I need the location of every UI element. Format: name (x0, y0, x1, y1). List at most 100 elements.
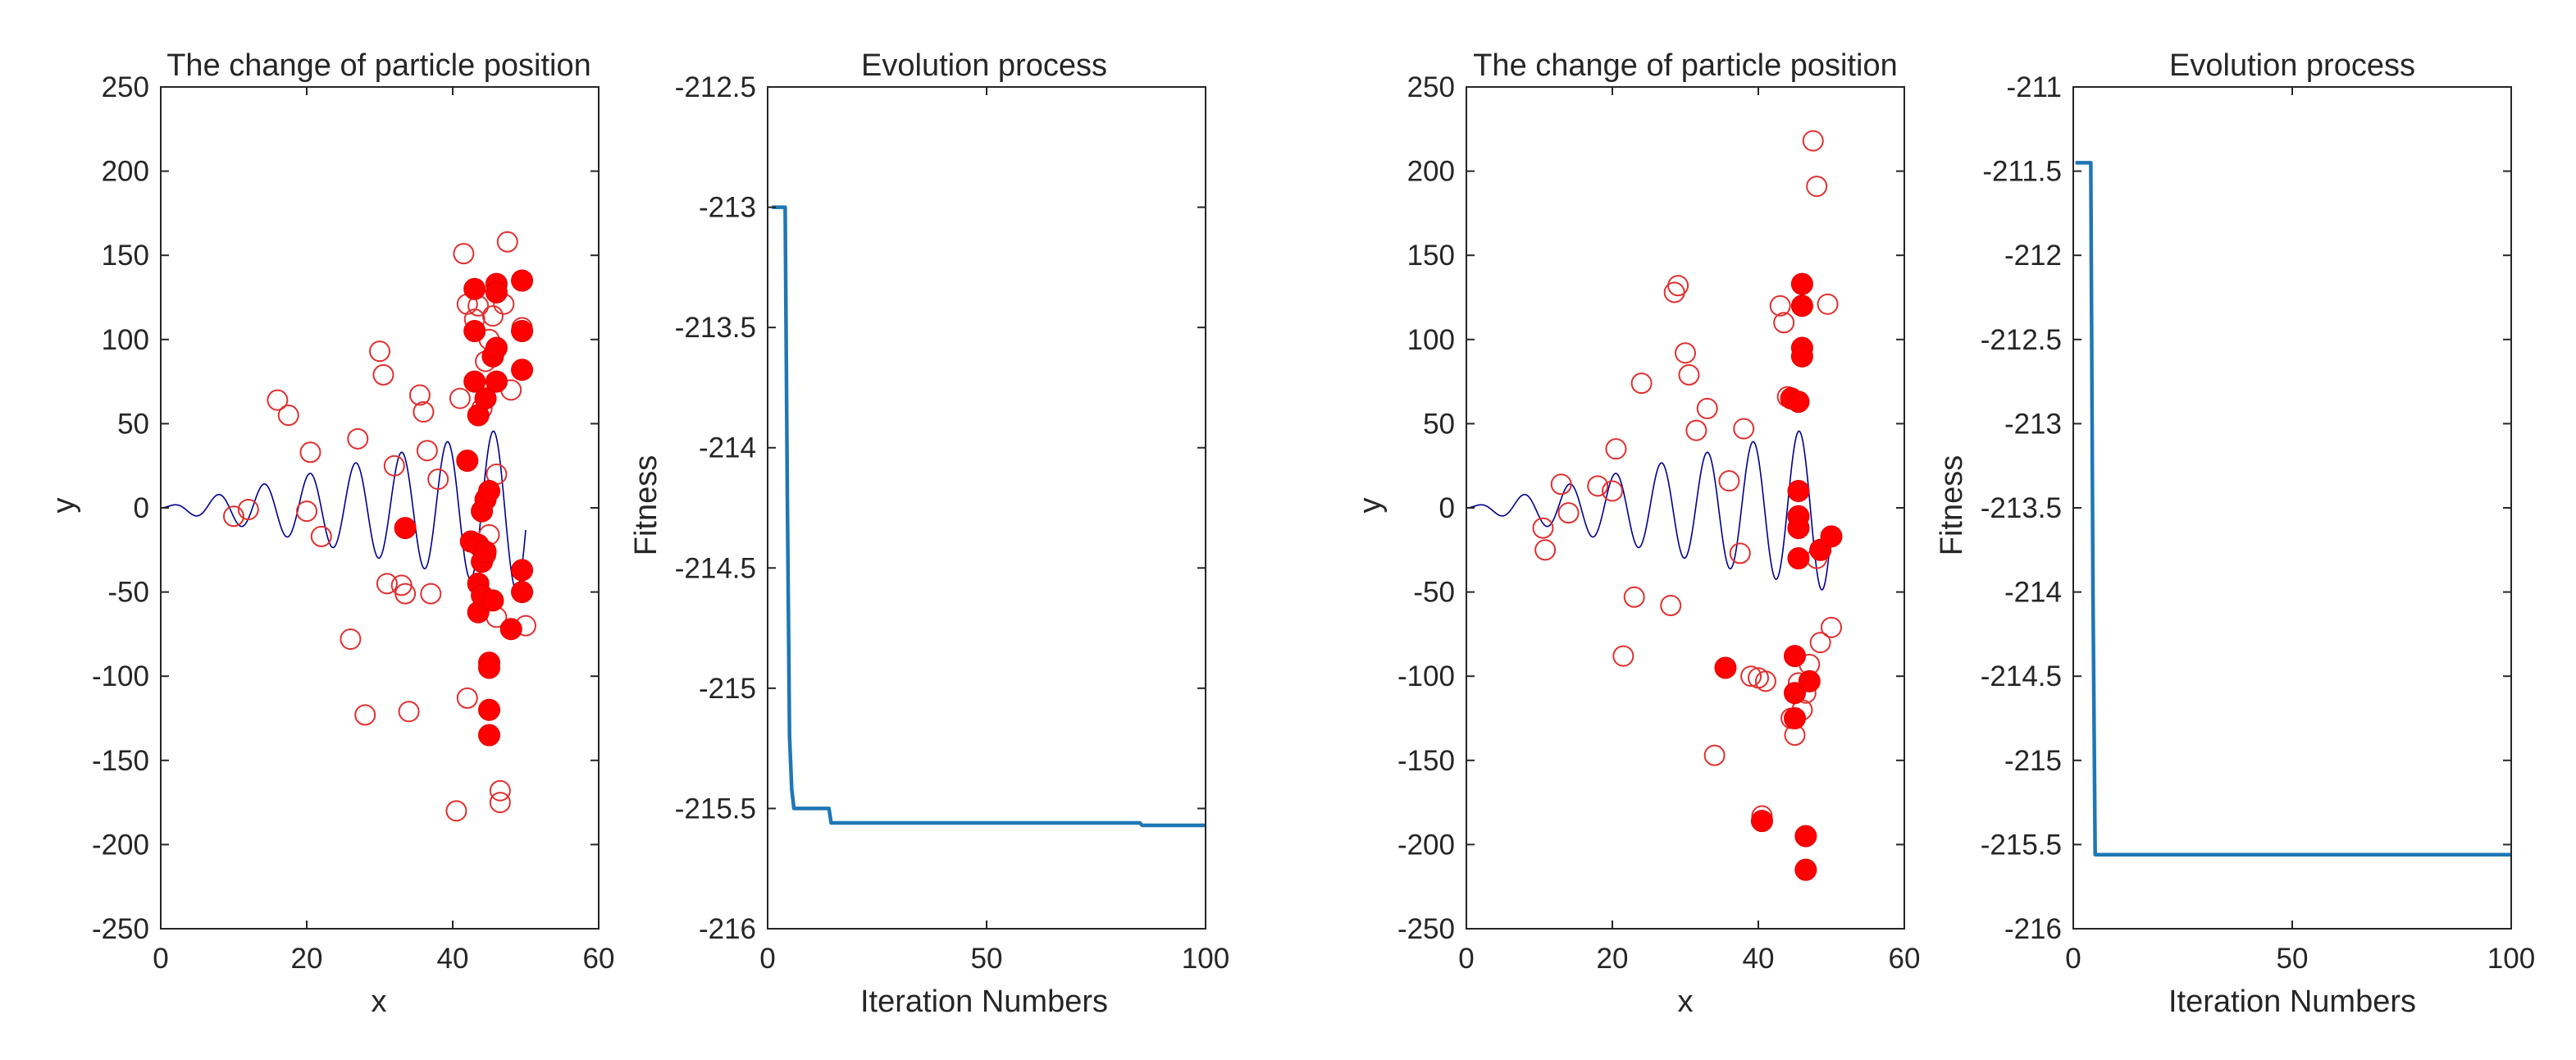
y-tick-label: -50 (107, 577, 149, 609)
x-axis-label: x (372, 985, 387, 1019)
fitness-line (2075, 161, 2511, 857)
x-tick-label: 0 (153, 943, 168, 975)
particle-initial-marker (1729, 542, 1751, 564)
particle-initial-marker (1678, 363, 1700, 386)
y-tick-label: 250 (1407, 71, 1455, 103)
particle-initial-marker (1806, 176, 1828, 198)
particle-plot-area: 0 20 40 60 -250 -200 -150 -100 -50 0 50 100 150 200 25… (92, 71, 615, 975)
particle-current-marker (1787, 391, 1810, 413)
particle-initial-marker (489, 779, 511, 802)
particle-initial-marker (310, 525, 332, 547)
particle-initial-marker (1550, 473, 1572, 496)
particle-current-marker (463, 320, 486, 343)
x-tick-label: 0 (759, 943, 775, 975)
y-tick-label: 0 (134, 492, 149, 524)
particle-initial-marker (354, 704, 376, 726)
particle-current-marker (478, 656, 500, 679)
panel-evolution-process-2: Evolution process 0 50 100 -216 -215.5 -215 -2… (1935, 48, 2535, 1019)
data-layer (2075, 161, 2511, 857)
x-axis-label: x (1678, 985, 1694, 1019)
y-tick-label: -213.5 (1981, 492, 2062, 524)
x-tick-label: 20 (291, 943, 323, 975)
y-tick-label: -250 (1397, 913, 1455, 945)
y-tick-label: -212.5 (1981, 324, 2062, 356)
particle-initial-marker (1809, 632, 1831, 654)
x-axis-label: Iteration Numbers (2168, 985, 2416, 1019)
particle-initial-marker (1696, 397, 1718, 419)
y-tick-label: -215 (2004, 745, 2062, 777)
particle-current-marker (1790, 295, 1813, 318)
y-tick-label: -100 (1397, 660, 1455, 692)
y-tick-label: -215 (699, 673, 756, 705)
particle-initial-marker (496, 231, 518, 253)
particle-initial-marker (267, 389, 289, 411)
particle-initial-marker (1660, 595, 1682, 617)
x-tick-label: 40 (437, 943, 469, 975)
y-tick-label: 0 (1439, 492, 1455, 524)
particle-current-marker (511, 581, 534, 604)
particle-initial-marker (1630, 372, 1653, 395)
particle-initial-marker (1821, 616, 1842, 638)
particle-current-marker (1790, 272, 1813, 295)
particle-initial-marker (1587, 475, 1609, 497)
panel-particle-position-2: The change of particle position 0 20 40 60 -… (1353, 48, 1920, 1019)
particle-current-marker (1784, 707, 1806, 729)
data-layer (1466, 130, 1843, 881)
particle-current-marker (1794, 825, 1817, 848)
y-tick-label: -211.5 (1982, 156, 2062, 188)
y-tick-label: -50 (1413, 577, 1455, 609)
particle-current-marker (1787, 479, 1810, 502)
particle-current-marker (456, 450, 479, 473)
x-tick-label: 50 (971, 943, 1003, 975)
particle-initial-marker (277, 404, 299, 427)
chart-title: Evolution process (2169, 48, 2415, 83)
chart-title: The change of particle position (1473, 48, 1898, 83)
chart-title: Evolution process (861, 48, 1107, 83)
function-curve (1466, 430, 1832, 591)
particle-initial-marker (1685, 419, 1707, 441)
y-tick-label: -212 (2004, 240, 2062, 272)
y-tick-label: -214 (2004, 577, 2062, 609)
y-tick-label: -216 (2004, 913, 2062, 945)
particle-initial-marker (1754, 670, 1776, 692)
y-tick-label: -214 (699, 432, 756, 464)
x-tick-label: 20 (1597, 943, 1629, 975)
data-layer (772, 205, 1206, 828)
y-tick-label: -213 (699, 192, 756, 224)
y-tick-label: 50 (1423, 408, 1455, 440)
x-tick-label: 50 (2277, 943, 2309, 975)
y-tick-label: -212.5 (675, 71, 756, 103)
particle-current-marker (1750, 810, 1773, 833)
particle-initial-marker (413, 401, 435, 423)
particle-initial-marker (237, 499, 259, 521)
particle-current-marker (474, 387, 497, 410)
x-tick-label: 100 (1182, 943, 1229, 975)
particle-initial-marker (394, 583, 417, 605)
y-tick-label: -211 (2007, 71, 2062, 103)
particle-current-marker (485, 336, 508, 359)
y-tick-label: -215.5 (1981, 829, 2062, 861)
chart-title: The change of particle position (166, 48, 591, 83)
particle-initial-marker (1817, 293, 1839, 315)
particle-initial-marker (347, 427, 369, 450)
particle-initial-marker (1675, 342, 1696, 364)
x-tick-label: 60 (583, 943, 615, 975)
particle-current-marker (478, 479, 500, 502)
particle-initial-marker (420, 583, 442, 605)
particle-initial-marker (453, 243, 475, 265)
particle-initial-marker (1740, 665, 1762, 688)
particle-current-marker (1714, 656, 1737, 679)
particle-initial-marker (1703, 744, 1726, 766)
particle-initial-marker (416, 440, 438, 462)
panel-evolution-process-1: Evolution process 0 50 100 -216 -215.5 -215 -2… (629, 48, 1229, 1019)
particle-initial-marker (445, 800, 467, 822)
particle-current-marker (485, 281, 508, 304)
particle-initial-marker (489, 792, 511, 814)
particle-initial-marker (1605, 438, 1627, 460)
particle-initial-marker (1534, 539, 1557, 561)
y-tick-label: 50 (117, 408, 149, 440)
particle-initial-marker (383, 455, 405, 477)
particle-initial-marker (1532, 517, 1554, 539)
fitness-plot-area: 0 50 100 -216 -215.5 -215 -214.5 -214 -213.5 -213… (1981, 71, 2535, 975)
particle-initial-marker (299, 441, 321, 464)
